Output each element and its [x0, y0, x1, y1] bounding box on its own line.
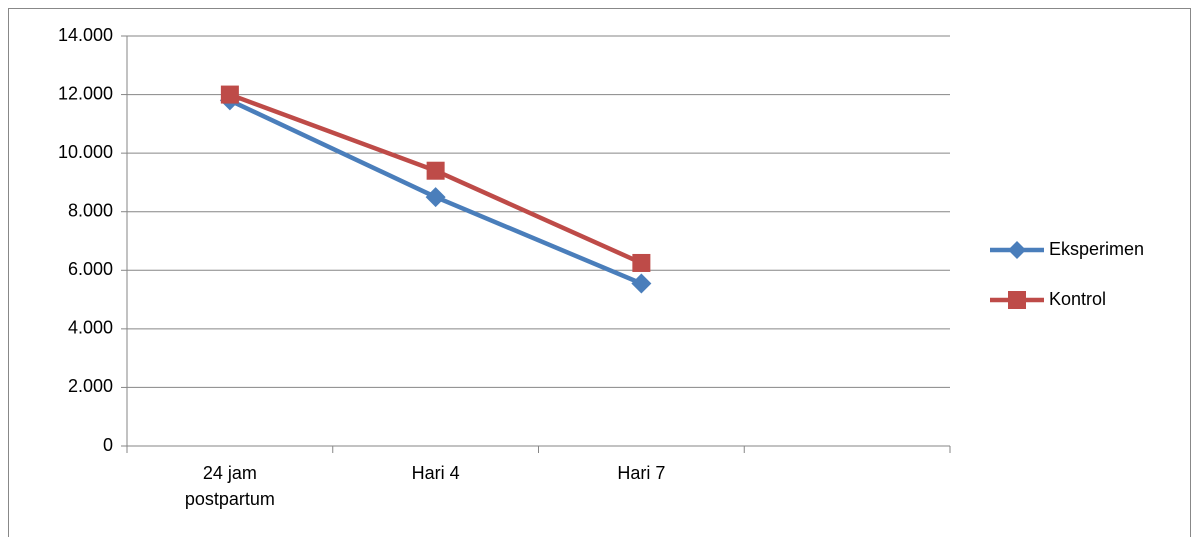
- marker: [425, 187, 446, 208]
- x-tick-label: 24 jam postpartum: [184, 463, 275, 509]
- marker: [632, 253, 651, 272]
- x-tick-label: Hari 4: [411, 463, 460, 483]
- legend-label: Eksperimen: [1049, 239, 1144, 259]
- series: [220, 85, 651, 272]
- x-tick-label-box: Hari 7: [617, 463, 666, 483]
- y-tick-label: 10.000: [58, 142, 113, 162]
- marker: [631, 273, 652, 294]
- x-tick-label-box: 24 jam postpartum: [184, 463, 275, 509]
- x-tick-label-box: Hari 4: [411, 463, 460, 483]
- y-tick-label: 4.000: [68, 318, 113, 338]
- series: [219, 90, 652, 294]
- legend-marker: [1008, 241, 1026, 259]
- x-tick-label: Hari 7: [617, 463, 666, 483]
- y-tick-label: 8.000: [68, 200, 113, 220]
- marker: [220, 85, 239, 104]
- legend-label: Kontrol: [1049, 289, 1106, 309]
- legend-item: Kontrol: [990, 289, 1106, 309]
- legend-marker: [1008, 291, 1026, 309]
- y-tick-label: 12.000: [58, 83, 113, 103]
- y-tick-label: 14.000: [58, 25, 113, 45]
- y-tick-label: 0: [103, 435, 113, 455]
- chart-border: [8, 8, 1191, 537]
- y-tick-label: 2.000: [68, 376, 113, 396]
- y-tick-label: 6.000: [68, 259, 113, 279]
- marker: [426, 161, 445, 180]
- legend-item: Eksperimen: [990, 239, 1144, 259]
